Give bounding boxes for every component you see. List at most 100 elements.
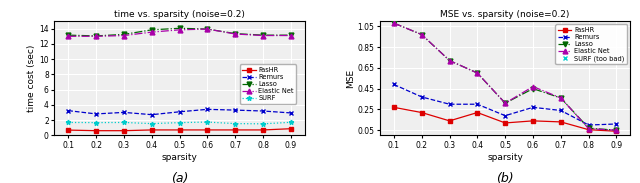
Lasso: [445, 59, 453, 62]
Lasso: [120, 33, 128, 36]
Remurs: [474, 103, 481, 105]
FasHR: [259, 129, 267, 131]
Elastic Net: [612, 129, 620, 131]
Elastic Net: [585, 128, 593, 130]
Remurs: [120, 111, 128, 113]
Lasso: [418, 33, 426, 36]
Lasso: [501, 102, 509, 104]
FasHR: [445, 120, 453, 122]
SURF: [204, 121, 211, 123]
Line: Lasso: Lasso: [392, 21, 619, 133]
Line: Elastic Net: Elastic Net: [392, 21, 619, 133]
Elastic Net: [390, 22, 397, 24]
FasHR: [418, 111, 426, 114]
FasHR: [474, 111, 481, 114]
X-axis label: sparsity: sparsity: [487, 153, 523, 162]
Elastic Net: [176, 29, 184, 31]
Elastic Net: [120, 34, 128, 37]
Elastic Net: [445, 59, 453, 62]
SURF: [259, 123, 267, 125]
Legend: FasHR, Remurs, Lasso, Elastic Net, SURF: FasHR, Remurs, Lasso, Elastic Net, SURF: [239, 64, 296, 104]
Lasso: [232, 33, 239, 35]
FasHR: [585, 129, 593, 131]
Legend: FasHR, Remurs, Lasso, Elastic Net, SURF (too bad): FasHR, Remurs, Lasso, Elastic Net, SURF …: [556, 24, 627, 64]
Elastic Net: [557, 97, 564, 99]
SURF: [287, 121, 295, 123]
X-axis label: sparsity: sparsity: [162, 153, 198, 162]
Elastic Net: [259, 34, 267, 37]
Title: MSE vs. sparsity (noise=0.2): MSE vs. sparsity (noise=0.2): [440, 10, 570, 19]
Lasso: [287, 34, 295, 36]
FasHR: [92, 130, 100, 132]
Lasso: [529, 87, 537, 90]
Title: time vs. sparsity (noise=0.2): time vs. sparsity (noise=0.2): [114, 10, 245, 19]
Lasso: [390, 22, 397, 24]
Elastic Net: [501, 102, 509, 104]
Remurs: [259, 110, 267, 112]
Y-axis label: time cost (sec): time cost (sec): [28, 44, 36, 112]
Remurs: [501, 115, 509, 117]
SURF: [65, 121, 72, 124]
Line: FasHR: FasHR: [67, 127, 292, 132]
Remurs: [65, 110, 72, 112]
Lasso: [585, 127, 593, 129]
Text: (b): (b): [497, 172, 514, 183]
Remurs: [148, 114, 156, 116]
Lasso: [148, 29, 156, 31]
FasHR: [612, 130, 620, 132]
SURF: [176, 122, 184, 124]
FasHR: [529, 120, 537, 122]
Line: Lasso: Lasso: [66, 26, 293, 38]
Elastic Net: [287, 34, 295, 37]
Line: SURF: SURF: [66, 120, 293, 126]
Elastic Net: [204, 28, 211, 30]
Elastic Net: [418, 33, 426, 36]
Elastic Net: [148, 31, 156, 33]
Elastic Net: [474, 72, 481, 74]
Elastic Net: [529, 85, 537, 88]
Lasso: [474, 72, 481, 74]
Remurs: [585, 124, 593, 126]
Elastic Net: [92, 35, 100, 37]
Remurs: [445, 103, 453, 105]
FasHR: [390, 106, 397, 109]
Elastic Net: [65, 35, 72, 37]
Remurs: [176, 111, 184, 113]
SURF: [120, 121, 128, 124]
Lasso: [259, 34, 267, 36]
Remurs: [92, 113, 100, 115]
Lasso: [612, 129, 620, 131]
FasHR: [232, 129, 239, 131]
FasHR: [148, 129, 156, 131]
FasHR: [501, 122, 509, 124]
Remurs: [232, 109, 239, 111]
Remurs: [390, 83, 397, 86]
Line: Remurs: Remurs: [392, 82, 619, 127]
SURF: [92, 122, 100, 124]
FasHR: [287, 128, 295, 130]
Line: FasHR: FasHR: [392, 106, 618, 133]
SURF: [148, 122, 156, 125]
Text: (a): (a): [171, 172, 188, 183]
Line: Remurs: Remurs: [66, 107, 293, 117]
Remurs: [557, 109, 564, 112]
Y-axis label: MSE: MSE: [346, 69, 355, 88]
Remurs: [204, 108, 211, 111]
Lasso: [204, 28, 211, 30]
FasHR: [176, 129, 184, 131]
Remurs: [612, 123, 620, 125]
Remurs: [529, 106, 537, 109]
Lasso: [176, 27, 184, 29]
Lasso: [92, 35, 100, 37]
FasHR: [204, 129, 211, 131]
FasHR: [120, 130, 128, 132]
Line: Elastic Net: Elastic Net: [66, 27, 293, 39]
FasHR: [65, 129, 72, 131]
SURF: [232, 122, 239, 125]
Remurs: [418, 96, 426, 98]
Remurs: [287, 112, 295, 114]
FasHR: [557, 121, 564, 123]
Lasso: [65, 34, 72, 36]
Lasso: [557, 97, 564, 99]
Elastic Net: [232, 33, 239, 35]
